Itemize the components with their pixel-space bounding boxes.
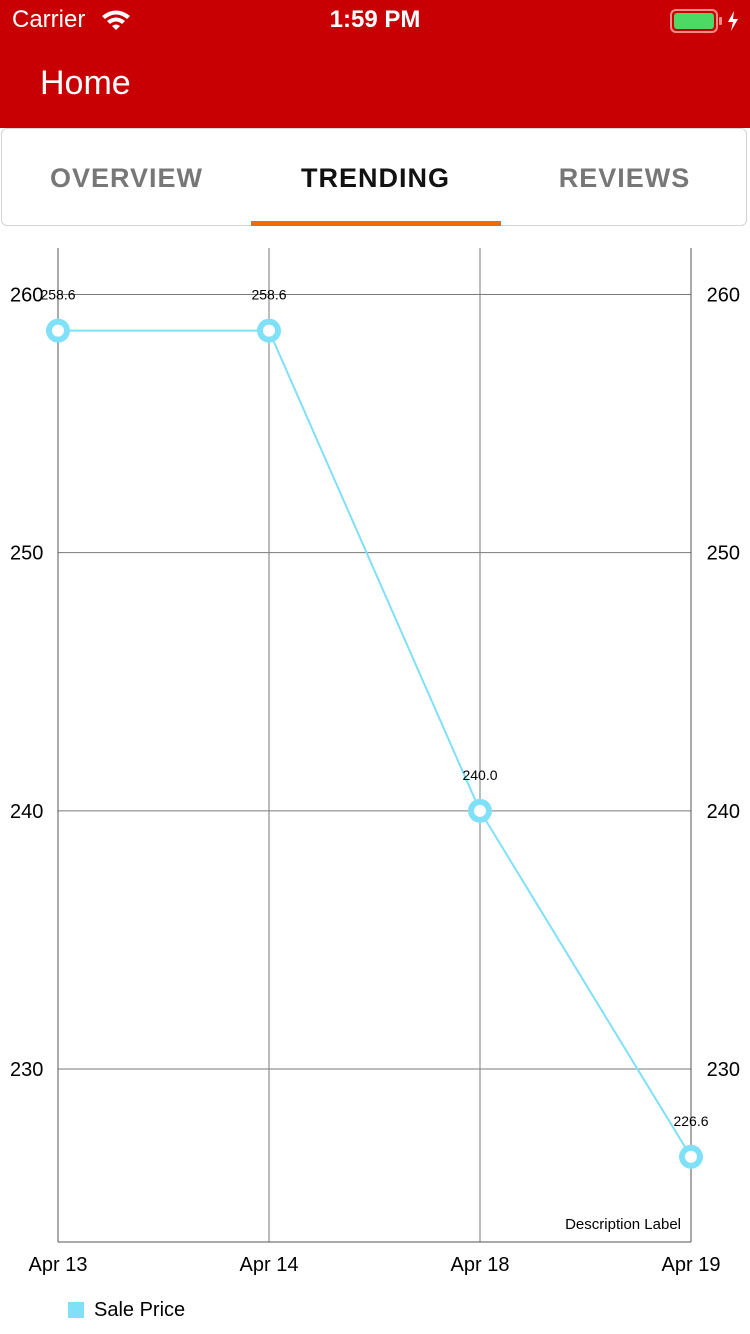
x-tick-label: Apr 14 (240, 1254, 299, 1276)
y-tick-label-right: 230 (707, 1059, 740, 1081)
line-chart: 230 230 240 240 250 250 260 260 Apr 13 Apr 14 Apr … (10, 248, 740, 1276)
data-label: 258.6 (251, 287, 286, 303)
carrier-label: Carrier (12, 6, 86, 33)
description-label: Description Label (565, 1216, 681, 1233)
chart-area: 230 230 240 240 250 250 260 260 Apr 13 Apr 14 Apr … (0, 226, 750, 1334)
x-tick-label: Apr 13 (29, 1254, 88, 1276)
tab-trending[interactable]: TRENDING (301, 162, 450, 193)
data-point-hole (685, 1150, 697, 1163)
y-tick-label-left: 240 (10, 801, 43, 823)
battery-charging-icon (670, 9, 738, 33)
data-label: 226.6 (673, 1113, 708, 1129)
status-bar: Carrier 1:59 PM (0, 0, 750, 40)
y-tick-label-left: 230 (10, 1059, 43, 1081)
data-point-hole (474, 804, 486, 817)
data-point-hole (263, 324, 275, 337)
legend-swatch (68, 1302, 84, 1318)
data-label: 240.0 (462, 767, 497, 783)
legend-label: Sale Price (94, 1298, 186, 1321)
y-tick-label-right: 260 (707, 284, 740, 306)
data-point-hole (52, 324, 64, 337)
y-tick-label-left: 250 (10, 543, 43, 565)
page-title: Home (40, 64, 131, 102)
y-tick-label-left: 260 (10, 284, 43, 306)
tab-overview[interactable]: OVERVIEW (49, 162, 204, 193)
wifi-icon (102, 10, 130, 30)
data-label: 258.6 (40, 287, 75, 303)
tab-bar: OVERVIEW TRENDING REVIEWS (1, 128, 747, 226)
x-tick-label: Apr 18 (451, 1254, 510, 1276)
y-tick-label-right: 240 (707, 801, 740, 823)
status-time: 1:59 PM (329, 6, 421, 33)
tab-indicator (251, 221, 501, 226)
tab-reviews[interactable]: REVIEWS (558, 162, 691, 193)
x-tick-label: Apr 19 (662, 1254, 721, 1276)
y-tick-label-right: 250 (707, 543, 740, 565)
app-bar: Carrier 1:59 PM Home (0, 0, 750, 128)
series-line (58, 329, 692, 1158)
legend: Sale Price (68, 1298, 185, 1322)
